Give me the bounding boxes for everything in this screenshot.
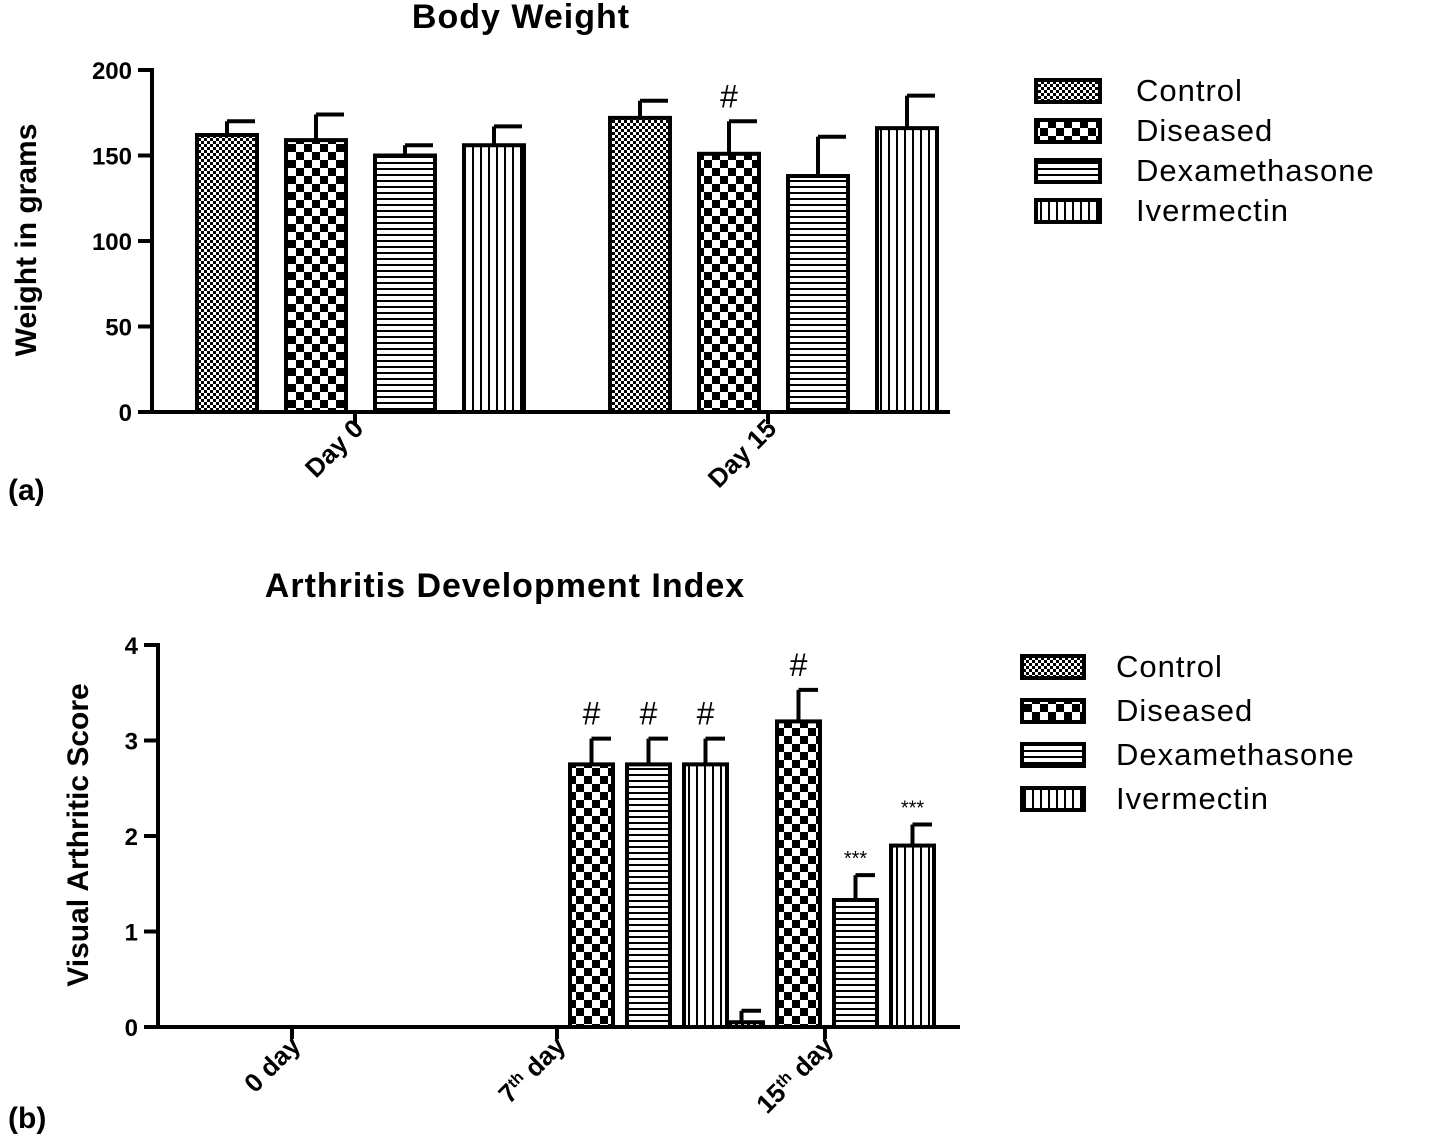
chart-a-category-label: Day 0: [299, 413, 369, 483]
chart-a-legend: Control Diseased Dexamethasone Ivermectin: [1034, 73, 1375, 228]
chart-a-legend-swatch: [1034, 198, 1102, 224]
chart-b-ytick-label: 0: [125, 1015, 138, 1042]
chart-a-plot: 0 50 100 150 200 Day 0 Day 15 #: [92, 58, 950, 494]
chart-b-bar-dexamethasone: [832, 897, 879, 1029]
chart-a-bar-diseased: [697, 151, 761, 414]
chart-b-significance-label: #: [640, 696, 658, 732]
chart-a-ytick-label: 200: [92, 58, 132, 85]
chart-a-bar-ivermectin: [462, 143, 526, 415]
chart-a-category-label: Day 15: [702, 413, 782, 493]
chart-a-legend-swatch: [1034, 158, 1102, 184]
chart-a-bar-ivermectin: [875, 126, 939, 414]
chart-a-legend-label: Ivermectin: [1136, 193, 1289, 228]
chart-b-significance-label: ***: [844, 848, 868, 870]
chart-b-legend-swatch: [1020, 742, 1086, 768]
chart-b-legend: Control Diseased Dexamethasone Ivermectin: [1020, 649, 1355, 816]
chart-a-legend-swatch: [1034, 118, 1102, 144]
chart-b-legend-label: Control: [1116, 649, 1223, 684]
chart-b-title: Arthritis Development Index: [265, 567, 745, 605]
chart-a-ytick-label: 0: [119, 400, 132, 427]
chart-b-category-label: 15th day: [750, 1030, 840, 1120]
chart-a-panel-label: (a): [8, 474, 45, 507]
chart-a-legend-swatch: [1034, 78, 1102, 104]
chart-b-significance-label: #: [697, 696, 715, 732]
chart-a-bar-dexamethasone: [373, 153, 437, 414]
chart-a-title: Body Weight: [412, 0, 630, 36]
chart-b-legend-swatch: [1020, 654, 1086, 680]
chart-a-ytick-label: 100: [92, 229, 132, 256]
chart-b-ytick-label: 1: [125, 920, 138, 947]
chart-b-category-label: 0 day: [238, 1030, 307, 1099]
chart-b-legend-label: Diseased: [1116, 693, 1253, 728]
chart-b-legend-swatch: [1020, 698, 1086, 724]
chart-b-legend-swatch: [1020, 786, 1086, 812]
chart-b-legend-label: Ivermectin: [1116, 781, 1269, 816]
chart-b-bar-dexamethasone: [625, 762, 672, 1029]
chart-b-ytick-label: 3: [125, 729, 138, 756]
chart-a-ytick-label: 150: [92, 144, 132, 171]
chart-b-ytick-label: 4: [125, 633, 139, 660]
chart-b-panel-label: (b): [8, 1102, 46, 1135]
chart-a-bar-dexamethasone: [786, 174, 850, 414]
chart-b-legend-label: Dexamethasone: [1116, 737, 1355, 772]
chart-b-significance-label: #: [583, 696, 601, 732]
chart-a-bar-control: [608, 115, 672, 414]
chart-a-bar-control: [195, 132, 259, 414]
chart-b-significance-label: ***: [901, 798, 925, 820]
chart-a-legend-label: Dexamethasone: [1136, 153, 1375, 188]
chart-b-bar-diseased: [568, 762, 615, 1029]
chart-b-significance-label: #: [790, 647, 808, 683]
chart-b-bar-ivermectin: [889, 843, 936, 1029]
chart-a-significance-label: #: [720, 78, 738, 114]
chart-b-bar-ivermectin: [682, 762, 729, 1029]
chart-a-ytick-label: 50: [105, 315, 132, 342]
chart-b-ytick-label: 2: [125, 824, 138, 851]
chart-b-category-label: 7th day: [492, 1030, 571, 1109]
chart-a-legend-label: Control: [1136, 73, 1243, 108]
chart-b-ylabel: Visual Arthritic Score: [62, 683, 95, 986]
chart-a-bar-diseased: [284, 138, 348, 415]
chart-a-ylabel: Weight in grams: [10, 124, 43, 357]
chart-b-bar-diseased: [775, 719, 822, 1030]
chart-b-plot: 0 1 2 3 4 0 day 7th day 15th day # # # *** # ***: [125, 633, 960, 1119]
chart-a-legend-label: Diseased: [1136, 113, 1273, 148]
